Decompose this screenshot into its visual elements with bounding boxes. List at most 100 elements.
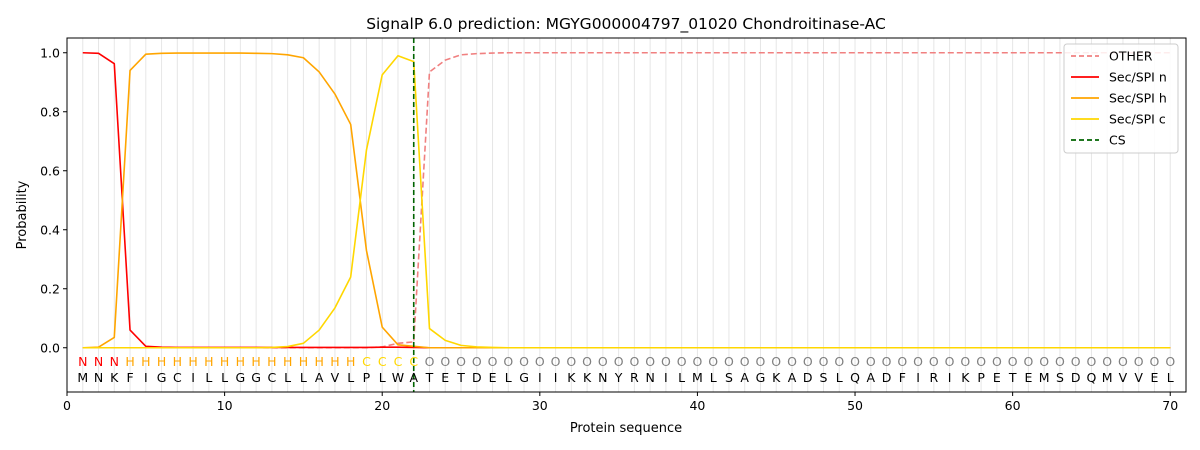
residue-label: O bbox=[1165, 354, 1175, 369]
residue-label: H bbox=[157, 354, 166, 369]
residue-label: O bbox=[1008, 354, 1018, 369]
residue-label: O bbox=[960, 354, 970, 369]
residue-label: O bbox=[645, 354, 655, 369]
amino-acid: K bbox=[110, 370, 119, 385]
residue-label: O bbox=[1102, 354, 1112, 369]
residue-label: O bbox=[472, 354, 482, 369]
amino-acid: M bbox=[77, 370, 88, 385]
residue-label: O bbox=[677, 354, 687, 369]
amino-acid: E bbox=[1024, 370, 1032, 385]
residue-label: O bbox=[535, 354, 545, 369]
amino-acid: D bbox=[882, 370, 892, 385]
residue-label: O bbox=[756, 354, 766, 369]
residue-label: H bbox=[204, 354, 213, 369]
y-tick-label: 0.8 bbox=[40, 104, 60, 119]
residue-label: O bbox=[882, 354, 892, 369]
legend: OTHER Sec/SPI n Sec/SPI h Sec/SPI c CS bbox=[1063, 43, 1179, 154]
residue-label: N bbox=[78, 354, 87, 369]
amino-acid: P bbox=[977, 370, 985, 385]
plot-frame bbox=[66, 37, 1187, 393]
legend-label: CS bbox=[1109, 133, 1126, 148]
residue-label: C bbox=[362, 354, 371, 369]
residue-label: O bbox=[1071, 354, 1081, 369]
amino-acid: I bbox=[144, 370, 148, 385]
amino-acid: K bbox=[772, 370, 781, 385]
amino-acid: L bbox=[836, 370, 843, 385]
residue-label: O bbox=[819, 354, 829, 369]
amino-acid: N bbox=[598, 370, 607, 385]
residue-label: O bbox=[614, 354, 624, 369]
residue-label: O bbox=[1023, 354, 1033, 369]
amino-acid: L bbox=[284, 370, 291, 385]
legend-label: Sec/SPI n bbox=[1109, 70, 1167, 85]
residue-label: O bbox=[724, 354, 734, 369]
amino-acid: L bbox=[678, 370, 685, 385]
residue-label: O bbox=[425, 354, 435, 369]
amino-acid: K bbox=[567, 370, 576, 385]
amino-acid: M bbox=[1039, 370, 1050, 385]
amino-acid: V bbox=[1134, 370, 1143, 385]
residue-label: O bbox=[976, 354, 986, 369]
amino-acid: L bbox=[505, 370, 512, 385]
amino-acid: A bbox=[315, 370, 324, 385]
amino-acid: P bbox=[363, 370, 371, 385]
amino-acid: N bbox=[645, 370, 654, 385]
amino-acid: I bbox=[948, 370, 952, 385]
residue-label: O bbox=[566, 354, 576, 369]
amino-acid: G bbox=[157, 370, 167, 385]
x-axis-ticks: 0 10 20 30 40 50 60 70 bbox=[63, 392, 1178, 413]
amino-acid: G bbox=[519, 370, 529, 385]
amino-acid: L bbox=[379, 370, 386, 385]
amino-acid: A bbox=[740, 370, 749, 385]
amino-acid: L bbox=[205, 370, 212, 385]
amino-acid: G bbox=[251, 370, 261, 385]
amino-acid: I bbox=[191, 370, 195, 385]
x-axis-label: Protein sequence bbox=[570, 421, 682, 436]
residue-label: H bbox=[330, 354, 339, 369]
residue-label: O bbox=[740, 354, 750, 369]
residue-label: O bbox=[708, 354, 718, 369]
x-tick-label: 70 bbox=[1162, 398, 1178, 413]
amino-acid: E bbox=[993, 370, 1001, 385]
amino-acid: S bbox=[725, 370, 733, 385]
y-tick-label: 0.4 bbox=[40, 222, 60, 237]
residue-label: H bbox=[220, 354, 229, 369]
legend-label: OTHER bbox=[1109, 49, 1153, 64]
amino-acid: M bbox=[1102, 370, 1113, 385]
residue-label: O bbox=[693, 354, 703, 369]
amino-acid: L bbox=[710, 370, 717, 385]
amino-acid: G bbox=[756, 370, 766, 385]
x-tick-label: 40 bbox=[689, 398, 705, 413]
residue-label: C bbox=[409, 354, 418, 369]
residue-label: H bbox=[314, 354, 323, 369]
amino-acid: I bbox=[538, 370, 542, 385]
amino-acid: Q bbox=[850, 370, 860, 385]
x-tick-label: 20 bbox=[374, 398, 390, 413]
amino-acid: M bbox=[692, 370, 703, 385]
amino-acid: Y bbox=[614, 370, 623, 385]
residue-label: O bbox=[866, 354, 876, 369]
amino-acid: A bbox=[788, 370, 797, 385]
residue-label: O bbox=[913, 354, 923, 369]
residue-label: O bbox=[897, 354, 907, 369]
amino-acid: T bbox=[1008, 370, 1017, 385]
amino-acid: F bbox=[126, 370, 133, 385]
amino-acid: T bbox=[425, 370, 434, 385]
amino-acid: C bbox=[268, 370, 277, 385]
amino-acid: V bbox=[331, 370, 340, 385]
residue-label: H bbox=[267, 354, 276, 369]
residue-label: N bbox=[110, 354, 119, 369]
y-tick-label: 0.2 bbox=[40, 281, 60, 296]
legend-label: Sec/SPI h bbox=[1109, 91, 1167, 106]
amino-acid: I bbox=[916, 370, 920, 385]
residue-label: O bbox=[834, 354, 844, 369]
residue-label: H bbox=[251, 354, 260, 369]
y-axis-ticks: 0.0 0.2 0.4 0.6 0.8 1.0 bbox=[40, 45, 67, 355]
amino-acid: K bbox=[583, 370, 592, 385]
residue-label: O bbox=[787, 354, 797, 369]
amino-acid: L bbox=[347, 370, 354, 385]
x-tick-label: 10 bbox=[217, 398, 233, 413]
amino-acid: V bbox=[1119, 370, 1128, 385]
residue-label: O bbox=[992, 354, 1002, 369]
residue-label: H bbox=[173, 354, 182, 369]
